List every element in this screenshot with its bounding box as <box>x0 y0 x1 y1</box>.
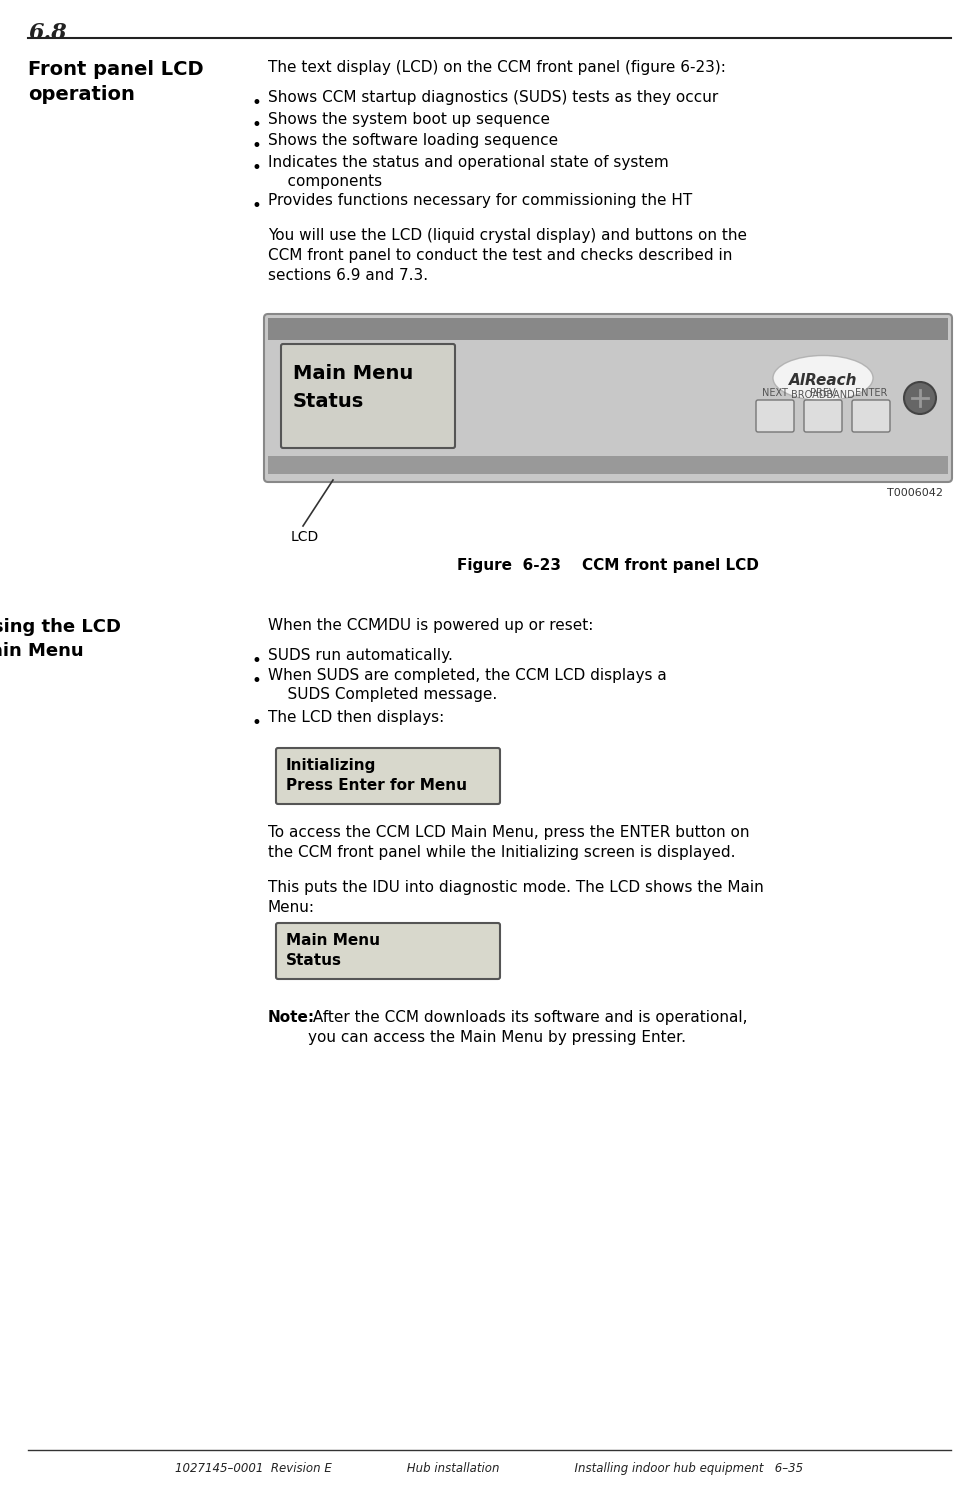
Text: Status: Status <box>292 392 364 411</box>
Circle shape <box>903 383 935 414</box>
Text: SUDS run automatically.: SUDS run automatically. <box>268 648 453 663</box>
Text: LCD: LCD <box>290 530 319 543</box>
Text: •: • <box>251 197 261 214</box>
Text: When SUDS are completed, the CCM LCD displays a
    SUDS Completed message.: When SUDS are completed, the CCM LCD dis… <box>268 669 666 703</box>
Text: Shows the software loading sequence: Shows the software loading sequence <box>268 133 557 147</box>
Text: NEXT: NEXT <box>761 389 787 398</box>
Text: After the CCM downloads its software and is operational,
you can access the Main: After the CCM downloads its software and… <box>308 1010 747 1045</box>
Text: Main Menu: Main Menu <box>292 363 413 383</box>
Text: ENTER: ENTER <box>854 389 886 398</box>
Text: Press Enter for Menu: Press Enter for Menu <box>286 777 467 794</box>
Text: BROADBAND: BROADBAND <box>790 390 854 401</box>
Text: AlReach: AlReach <box>788 374 857 389</box>
Text: The text display (LCD) on the CCM front panel (figure 6-23):: The text display (LCD) on the CCM front … <box>268 60 725 74</box>
Text: Note:: Note: <box>268 1010 315 1024</box>
Text: Indicates the status and operational state of system
    components: Indicates the status and operational sta… <box>268 155 668 189</box>
FancyBboxPatch shape <box>276 923 500 978</box>
Text: •: • <box>251 652 261 670</box>
Text: 1027145–0001  Revision E                    Hub installation                    : 1027145–0001 Revision E Hub installation <box>175 1462 802 1476</box>
Text: Front panel LCD
operation: Front panel LCD operation <box>28 60 203 104</box>
Text: •: • <box>251 116 261 134</box>
Text: This puts the IDU into diagnostic mode. The LCD shows the Main
Menu:: This puts the IDU into diagnostic mode. … <box>268 880 763 914</box>
Text: PREV: PREV <box>810 389 835 398</box>
Text: Figure  6-23    CCM front panel LCD: Figure 6-23 CCM front panel LCD <box>457 558 758 573</box>
Text: Shows CCM startup diagnostics (SUDS) tests as they occur: Shows CCM startup diagnostics (SUDS) tes… <box>268 89 718 106</box>
Text: •: • <box>251 137 261 155</box>
Ellipse shape <box>773 356 872 401</box>
FancyBboxPatch shape <box>281 344 455 448</box>
FancyBboxPatch shape <box>803 401 841 432</box>
Text: When the CCM⁄IDU is powered up or reset:: When the CCM⁄IDU is powered up or reset: <box>268 618 593 633</box>
FancyBboxPatch shape <box>276 747 500 804</box>
Text: Provides functions necessary for commissioning the HT: Provides functions necessary for commiss… <box>268 194 691 208</box>
Text: To access the CCM LCD Main Menu, press the ENTER button on
the CCM front panel w: To access the CCM LCD Main Menu, press t… <box>268 825 749 859</box>
Text: You will use the LCD (liquid crystal display) and buttons on the
CCM front panel: You will use the LCD (liquid crystal dis… <box>268 228 746 283</box>
Text: •: • <box>251 159 261 177</box>
Bar <box>268 456 947 474</box>
Text: •: • <box>251 94 261 112</box>
FancyBboxPatch shape <box>755 401 793 432</box>
FancyBboxPatch shape <box>851 401 889 432</box>
Text: •: • <box>251 715 261 733</box>
Text: Shows the system boot up sequence: Shows the system boot up sequence <box>268 112 550 127</box>
Text: Main Menu: Main Menu <box>286 934 379 948</box>
Text: The LCD then displays:: The LCD then displays: <box>268 710 444 725</box>
Text: •: • <box>251 672 261 689</box>
Text: Accessing the LCD
Main Menu: Accessing the LCD Main Menu <box>0 618 121 660</box>
Text: Status: Status <box>286 953 341 968</box>
Text: Initializing: Initializing <box>286 758 376 773</box>
Text: T0006042: T0006042 <box>886 488 942 497</box>
Bar <box>268 319 947 339</box>
FancyBboxPatch shape <box>264 314 951 482</box>
Text: 6.8: 6.8 <box>28 22 67 45</box>
